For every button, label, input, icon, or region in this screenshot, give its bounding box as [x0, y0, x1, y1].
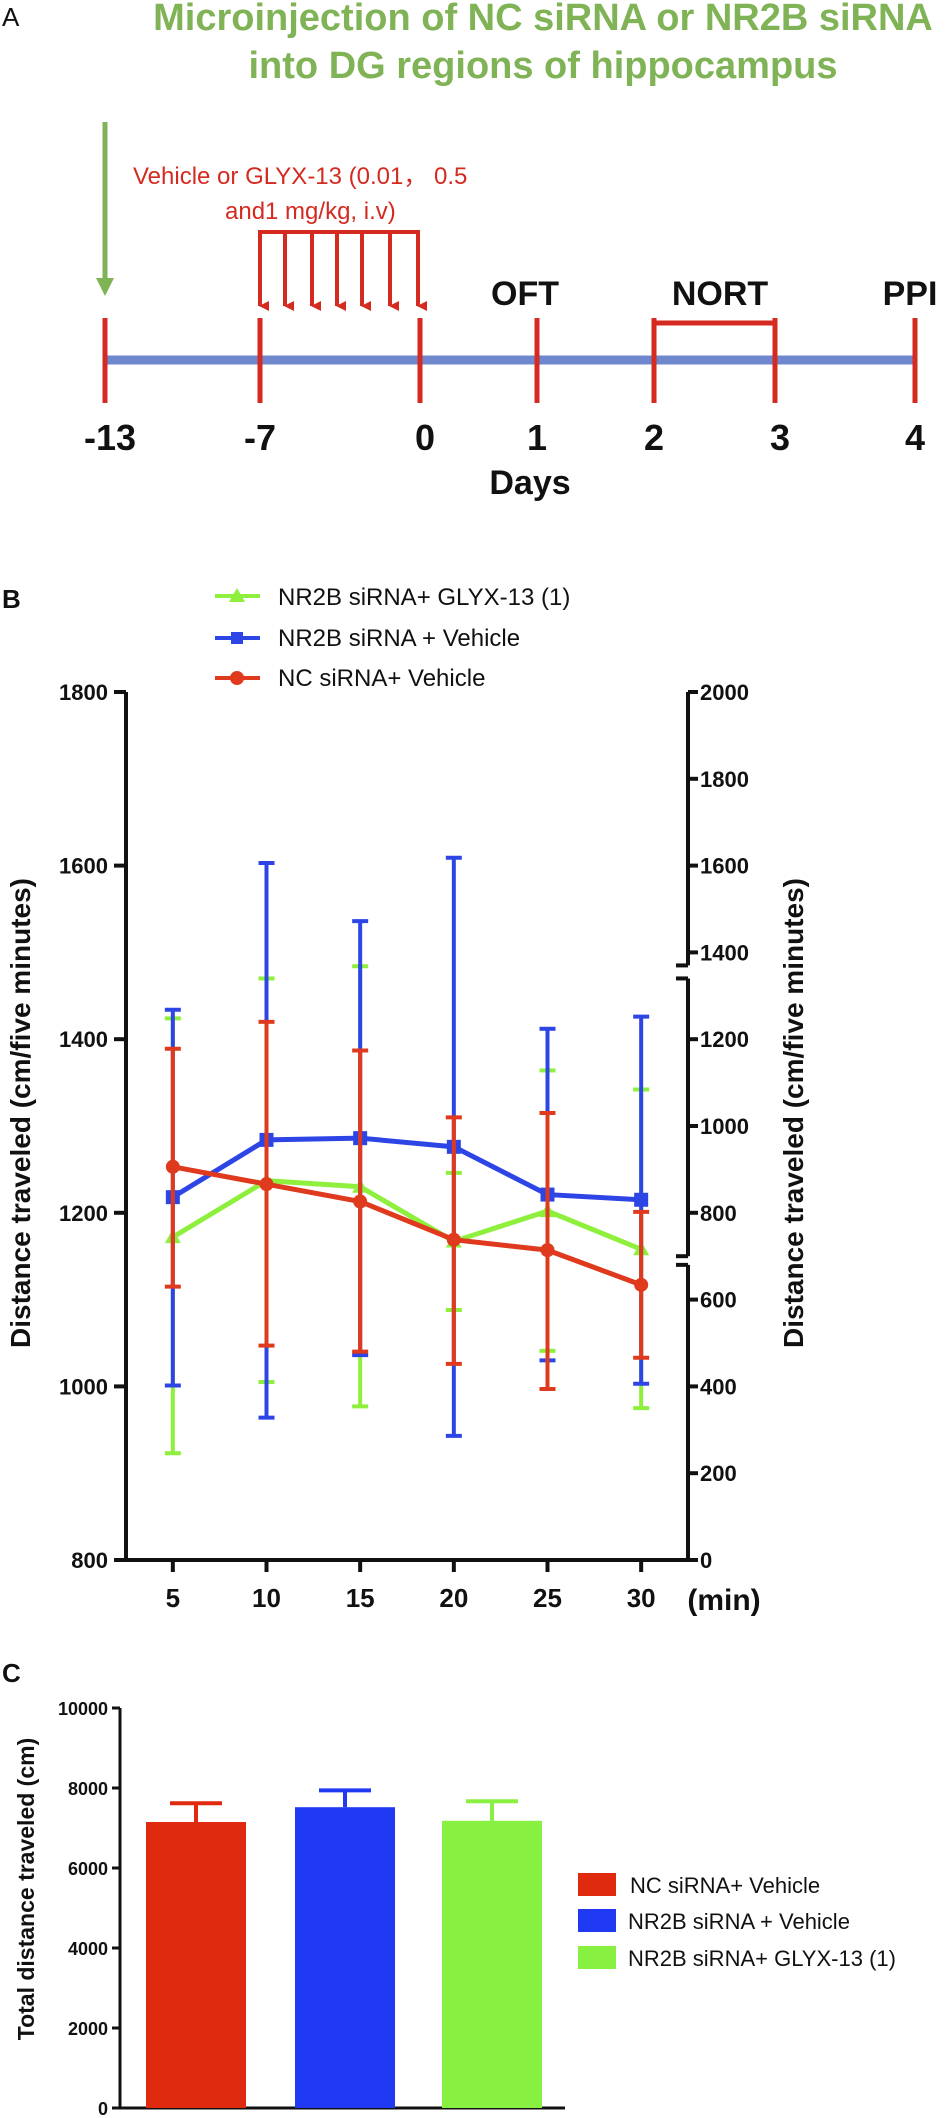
- dosing-arrows: [258, 230, 427, 311]
- bar-y-tick-label: 10000: [58, 1699, 108, 1719]
- left-y-tick-label: 1000: [59, 1374, 108, 1399]
- right-y-tick-label: 1000: [700, 1114, 749, 1139]
- series-square: [164, 855, 650, 1438]
- right-y-tick-label: 1600: [700, 854, 749, 879]
- right-y-tick-label: 0: [700, 1548, 712, 1573]
- timeline-ticks: [102, 318, 918, 403]
- legend-label: NC siRNA+ Vehicle: [630, 1873, 820, 1898]
- left-y-tick-label: 1600: [59, 854, 108, 879]
- treatment-label-line2: and1 mg/kg, i.v): [225, 198, 396, 225]
- legend-label: NC siRNA+ Vehicle: [278, 665, 485, 692]
- ppi-label: PPI: [883, 275, 938, 313]
- line-chart: 800 1000 1200 1400 1600 1800 5 10 15 20 25 30 0 200 40…: [59, 680, 749, 1613]
- oft-label: OFT: [491, 275, 559, 313]
- panel-a-title-line1: Microinjection of NC siRNA or NR2B siRNA: [153, 0, 933, 39]
- series-triangle: [164, 964, 650, 1456]
- legend-swatch-red: [578, 1873, 616, 1896]
- legend-label: NR2B siRNA+ GLYX-13 (1): [278, 584, 570, 611]
- injection-arrow-head: [96, 278, 114, 296]
- panel-b: B NR2B siRNA+ GLYX-13 (1) NR2B siRNA + V…: [2, 584, 809, 1617]
- bar-y-tick-label: 6000: [68, 1859, 108, 1879]
- bar-y-tick-label: 0: [98, 2099, 108, 2118]
- right-y-tick-label: 600: [700, 1288, 737, 1313]
- day-tick-label: 0: [415, 417, 435, 458]
- bar: [146, 1822, 246, 2108]
- left-y-tick-label: 1200: [59, 1201, 108, 1226]
- bar-y-axis-title: Total distance traveled (cm): [13, 1738, 39, 2041]
- series-line: [172, 1164, 643, 1288]
- legend-swatch-green: [578, 1946, 616, 1969]
- x-axis-title: (min): [687, 1584, 760, 1617]
- legend-marker-circle: [230, 671, 244, 685]
- data-point: [540, 1243, 555, 1258]
- x-tick-label: 5: [166, 1583, 180, 1613]
- treatment-label-line1: Vehicle or GLYX-13 (0.01， 0.5: [133, 163, 467, 190]
- bar: [295, 1807, 395, 2108]
- left-y-tick-label: 1800: [59, 680, 108, 705]
- x-tick-label: 30: [627, 1583, 656, 1613]
- data-point: [165, 1159, 180, 1174]
- day-tick-label: 1: [527, 417, 547, 458]
- bar-y-tick-label: 8000: [68, 1779, 108, 1799]
- right-y-axis-title: Distance traveled (cm/five minutes): [778, 878, 809, 1348]
- left-y-tick-label: 800: [71, 1548, 108, 1573]
- data-point: [353, 1194, 368, 1209]
- panel-b-letter: B: [2, 584, 21, 614]
- nort-label: NORT: [672, 275, 769, 313]
- right-y-tick-label: 2000: [700, 680, 749, 705]
- days-axis-label: Days: [489, 464, 570, 502]
- legend-marker-square: [231, 632, 243, 644]
- left-y-tick-label: 1400: [59, 1027, 108, 1052]
- x-tick-label: 25: [533, 1583, 562, 1613]
- day-tick-label: -7: [244, 417, 276, 458]
- series-line: [171, 1135, 642, 1203]
- right-y-tick-label: 200: [700, 1461, 737, 1486]
- day-tick-label: 2: [644, 417, 664, 458]
- bar: [442, 1820, 542, 2108]
- bar-chart-legend: NC siRNA+ Vehicle NR2B siRNA + Vehicle N…: [578, 1873, 896, 1971]
- day-tick-label: 3: [770, 417, 790, 458]
- legend-marker-triangle: [229, 588, 245, 602]
- day-tick-label: -13: [84, 417, 136, 458]
- data-point: [259, 1177, 274, 1192]
- x-tick-label: 20: [439, 1583, 468, 1613]
- x-tick-label: 10: [252, 1583, 281, 1613]
- bar-y-tick-label: 2000: [68, 2019, 108, 2039]
- panel-a: A Microinjection of NC siRNA or NR2B siR…: [2, 0, 937, 502]
- x-tick-label: 15: [346, 1583, 375, 1613]
- right-y-tick-label: 1400: [700, 940, 749, 965]
- right-y-tick-label: 1200: [700, 1027, 749, 1052]
- data-point: [634, 1277, 649, 1292]
- panel-c-letter: C: [2, 1658, 21, 1688]
- panel-a-letter: A: [2, 2, 20, 32]
- right-y-tick-label: 800: [700, 1201, 737, 1226]
- right-y-tick-label: 1800: [700, 767, 749, 792]
- right-y-tick-label: 400: [700, 1374, 737, 1399]
- legend-swatch-blue: [578, 1909, 616, 1932]
- series-circle: [164, 1019, 650, 1392]
- data-point: [446, 1232, 461, 1247]
- day-tick-labels: -13 -7 0 1 2 3 4: [84, 417, 925, 458]
- data-point: [634, 1192, 649, 1207]
- panel-a-title-line2: into DG regions of hippocampus: [249, 45, 838, 87]
- legend-label: NR2B siRNA+ GLYX-13 (1): [628, 1946, 896, 1971]
- bar-y-tick-label: 4000: [68, 1939, 108, 1959]
- series-line: [171, 1178, 643, 1252]
- bar-chart: 0 2000 4000 6000 8000 10000: [58, 1699, 565, 2118]
- legend-label: NR2B siRNA + Vehicle: [278, 625, 520, 652]
- day-tick-label: 4: [905, 417, 925, 458]
- left-y-axis-title: Distance traveled (cm/five minutes): [5, 878, 36, 1348]
- line-chart-legend: NR2B siRNA+ GLYX-13 (1) NR2B siRNA + Veh…: [215, 584, 570, 692]
- legend-label: NR2B siRNA + Vehicle: [628, 1909, 850, 1934]
- panel-c: C Total distance traveled (cm) 0 2000 4000…: [2, 1658, 896, 2118]
